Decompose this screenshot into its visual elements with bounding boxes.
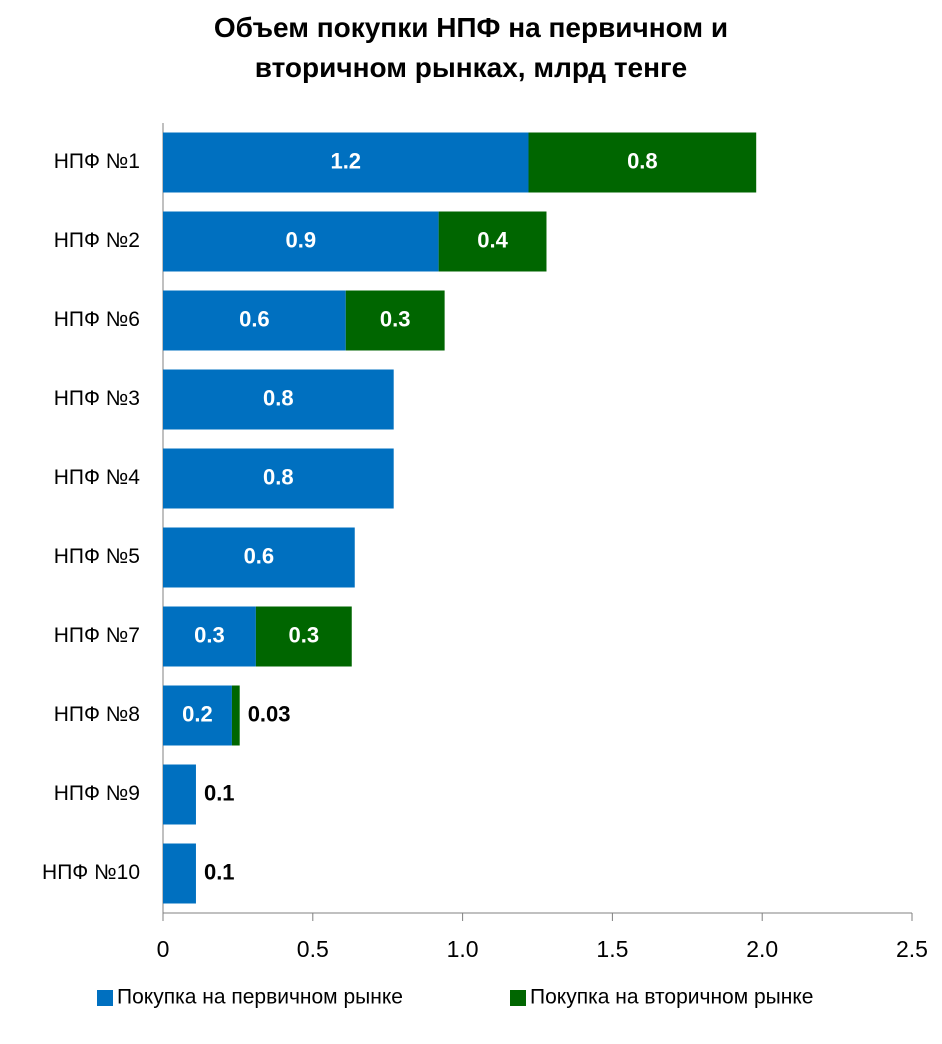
bar-segment xyxy=(163,211,439,272)
bar-segment xyxy=(163,764,196,825)
data-label: 0.3 xyxy=(380,306,411,331)
bar-segment xyxy=(163,448,394,509)
data-label: 0.1 xyxy=(204,780,235,805)
y-tick-label: НПФ №3 xyxy=(54,387,140,410)
bar-segment xyxy=(163,843,196,904)
bar-segment xyxy=(163,527,355,588)
chart-title: Объем покупки НПФ на первичном и вторичн… xyxy=(213,12,729,83)
y-tick-label: НПФ №6 xyxy=(54,308,140,331)
data-label: 0.3 xyxy=(289,622,320,647)
legend-label: Покупка на вторичном рынке xyxy=(530,986,813,1009)
data-label: 0.8 xyxy=(263,464,294,489)
legend-label: Покупка на первичном рынке xyxy=(117,986,403,1009)
data-label: 0.9 xyxy=(286,227,317,252)
data-label: 1.2 xyxy=(330,148,361,173)
x-tick-label: 0 xyxy=(157,936,170,962)
legend-swatch xyxy=(510,990,526,1006)
bar-segment xyxy=(163,132,529,193)
data-label: 0.2 xyxy=(182,701,213,726)
data-label: 0.6 xyxy=(244,543,275,568)
x-tick-label: 0.5 xyxy=(297,936,329,962)
x-tick-label: 2.0 xyxy=(746,936,778,962)
y-tick-label: НПФ №9 xyxy=(54,782,140,805)
data-label: 0.8 xyxy=(627,148,658,173)
bar-segment xyxy=(255,606,352,667)
y-tick-label: НПФ №8 xyxy=(54,703,140,726)
bar-segment xyxy=(163,685,232,746)
bar-segment xyxy=(163,606,256,667)
bar-segment xyxy=(438,211,547,272)
bar-segment xyxy=(163,290,346,351)
bar-segment xyxy=(528,132,757,193)
bar-segment xyxy=(231,685,240,746)
x-tick-label: 1.5 xyxy=(596,936,628,962)
y-tick-label: НПФ №10 xyxy=(42,861,140,884)
data-label: 0.4 xyxy=(477,227,508,252)
y-tick-label: НПФ №5 xyxy=(54,545,140,568)
data-label: 0.3 xyxy=(194,622,225,647)
data-label: 0.03 xyxy=(248,701,291,726)
bar-segment xyxy=(163,369,394,430)
y-tick-label: НПФ №4 xyxy=(54,466,141,489)
x-tick-label: 1.0 xyxy=(447,936,479,962)
y-tick-label: НПФ №1 xyxy=(54,150,140,173)
legend-swatch xyxy=(97,990,113,1006)
data-label: 0.6 xyxy=(239,306,270,331)
y-tick-label: НПФ №2 xyxy=(54,229,140,252)
data-label: 0.1 xyxy=(204,859,235,884)
x-tick-label: 2.5 xyxy=(896,936,928,962)
y-tick-label: НПФ №7 xyxy=(54,624,140,647)
bar-segment xyxy=(345,290,445,351)
data-label: 0.8 xyxy=(263,385,294,410)
